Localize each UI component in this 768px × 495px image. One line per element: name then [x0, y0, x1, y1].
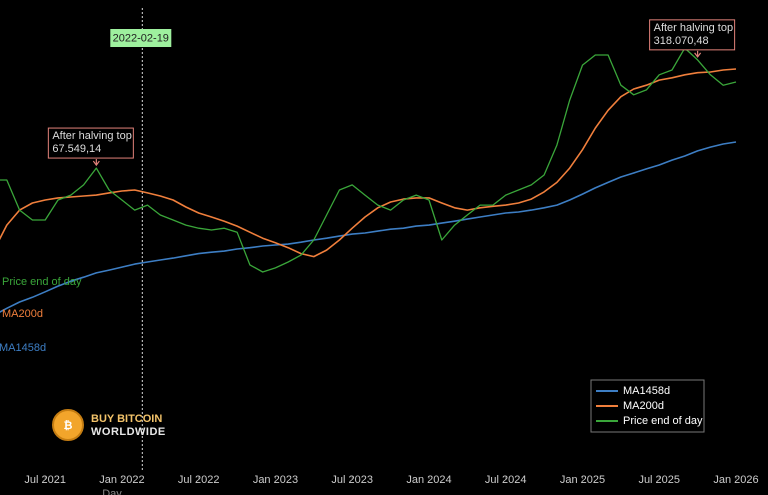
legend-label: Price end of day: [623, 415, 703, 427]
x-tick-label: Jul 2025: [638, 474, 680, 486]
annotation-arrowhead: [92, 160, 100, 167]
date-marker-label: 2022-02-19: [113, 32, 169, 44]
series-label: MA1458d: [0, 342, 46, 354]
x-tick-label: Jan 2024: [406, 474, 451, 486]
series-label: Price end of day: [2, 276, 82, 288]
annotation-box: [47, 127, 134, 159]
legend-label: MA1458d: [623, 385, 670, 397]
logo-symbol: ₿: [64, 420, 73, 432]
series-line: [0, 141, 737, 313]
x-tick-label: Jul 2021: [24, 474, 66, 486]
plot: Jul 2021 Jan 2022 Jul 2022 Jan 2023 Jul 2023…: [0, 8, 759, 495]
x-tick-label: Jan 2022: [99, 474, 144, 486]
annotation-title: After halving top: [654, 22, 734, 34]
series-line: [0, 68, 737, 258]
x-tick-label: Jul 2022: [178, 474, 220, 486]
x-axis-label: Day: [102, 488, 122, 495]
legend-label: MA200d: [623, 400, 664, 412]
logo-line2: WORLDWIDE: [91, 426, 166, 438]
annotation-arrowhead: [694, 52, 702, 58]
series-label: MA200d: [2, 308, 43, 320]
x-tick-label: Jul 2024: [485, 474, 527, 486]
series-line: [0, 47, 737, 273]
annotation-text: 67.549,14: [52, 143, 101, 155]
annotation-box: [649, 19, 736, 51]
logo-icon: [52, 409, 84, 441]
logo-line1: BUY BITCOIN: [91, 413, 162, 425]
annotation-title: After halving top: [52, 130, 131, 142]
x-tick-label: Jul 2023: [331, 474, 373, 486]
x-tick-label: Jan 2025: [560, 474, 605, 486]
x-tick-label: Jan 2023: [253, 474, 298, 486]
annotation-text: 318.070,48: [654, 35, 709, 47]
date-marker-box: [110, 29, 172, 47]
x-tick-label: Jan 2026: [713, 474, 758, 486]
